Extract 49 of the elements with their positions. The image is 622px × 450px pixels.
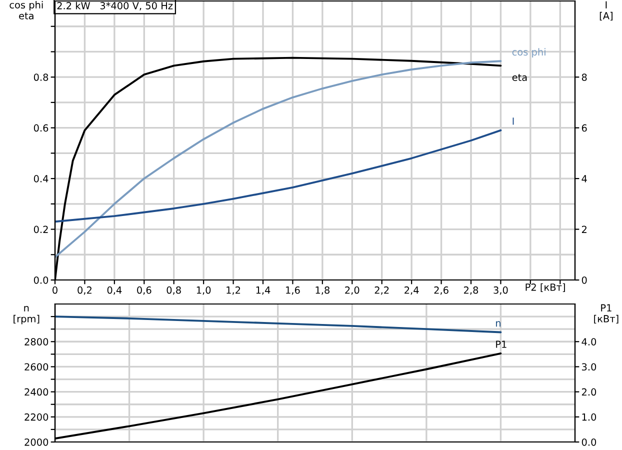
y-tick-label: 2000 (24, 438, 48, 446)
y2-tick-label: 1.0 (582, 413, 596, 421)
y-tick-label: 0.0 (34, 276, 48, 284)
y2-axis-title: I [A] (600, 1, 612, 21)
x-tick-label: 0 (52, 286, 58, 294)
y2-axis-title: P1 [кВт] (594, 304, 618, 324)
series-label: eta (512, 74, 527, 81)
y-tick-label: 0.8 (34, 74, 48, 81)
x-tick-label: 1,8 (316, 286, 330, 295)
y-tick-label: 0.4 (34, 175, 48, 182)
x-tick-label: 1,0 (196, 286, 211, 295)
x-tick-label: 2,2 (374, 286, 389, 295)
y-tick-label: 2600 (24, 363, 48, 371)
x-tick-label: 2,8 (464, 286, 478, 295)
y-axis-title: n [rpm] (14, 306, 40, 324)
y-tick-label: 0.6 (34, 124, 48, 132)
y2-tick-label: 2.0 (582, 388, 596, 396)
y2-tick-label: 4.0 (582, 338, 596, 346)
x-tick-label: 2,0 (345, 286, 360, 295)
x-tick-label: 0,8 (166, 286, 181, 295)
y2-tick-label: 8 (582, 74, 587, 81)
x-axis-title: P2 [кВт] (526, 283, 565, 292)
x-tick-label: 0,6 (137, 286, 152, 295)
y-tick-label: 2800 (24, 338, 48, 346)
y-tick-label: 2200 (24, 413, 48, 421)
y2-tick-label: 6 (582, 124, 587, 132)
series-label: cos phi (512, 48, 546, 58)
x-tick-label: 2,4 (404, 286, 419, 295)
x-tick-label: 1,2 (226, 286, 240, 295)
x-tick-label: 1,6 (286, 286, 300, 295)
y-axis-title: cos phi eta (10, 1, 43, 20)
x-tick-label: 1,4 (256, 286, 270, 295)
y2-tick-label: 3.0 (582, 363, 596, 371)
x-tick-label: 2,6 (434, 286, 448, 295)
x-tick-label: 3,0 (494, 286, 508, 295)
y-tick-label: 2400 (24, 388, 48, 396)
chart-title: 2.2 kW 3*400 V, 50 Hz (57, 2, 173, 10)
y-tick-label: 0.2 (34, 226, 48, 234)
series-label: I (512, 118, 514, 125)
y2-tick-label: 4 (582, 175, 587, 182)
x-tick-label: 0,2 (78, 286, 92, 295)
line-series (55, 316, 502, 334)
y2-tick-label: 2 (582, 226, 586, 233)
series-label: P1 (496, 340, 506, 348)
x-tick-label: 0,4 (107, 286, 122, 295)
series-label: n (496, 321, 500, 327)
y2-tick-label: 0 (582, 276, 587, 284)
line-series (55, 129, 502, 223)
y2-tick-label: 0.0 (582, 438, 596, 446)
